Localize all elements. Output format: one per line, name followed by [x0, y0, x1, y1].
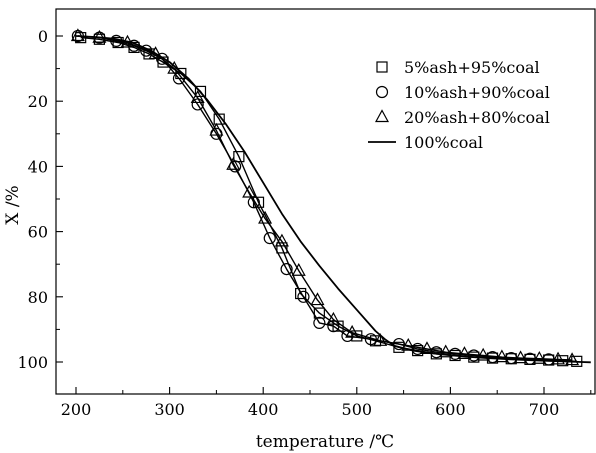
data-point-triangle [167, 60, 182, 74]
legend-swatch-circle [375, 85, 389, 99]
data-point-square [313, 307, 325, 319]
y-tick-label: 100 [17, 353, 48, 372]
data-point-triangle [457, 346, 472, 359]
plot-area [70, 28, 591, 367]
data-point-triangle [476, 347, 491, 361]
data-point-triangle [494, 349, 509, 363]
y-tick-label: 0 [38, 27, 48, 46]
data-point-triangle [148, 46, 163, 60]
data-point-triangle [326, 311, 341, 325]
legend-label: 20%ash+80%coal [404, 108, 550, 127]
data-point-triangle [291, 262, 306, 276]
data-point-triangle [513, 350, 528, 364]
data-point-circle [327, 320, 340, 333]
data-point-triangle [438, 344, 453, 358]
axis-ticks [56, 35, 592, 394]
y-axis-title: X /% [3, 185, 23, 224]
y-tick-label: 60 [28, 223, 48, 242]
y-tick-label: 80 [28, 288, 48, 307]
data-point-triangle [70, 28, 85, 42]
data-point-square [75, 32, 87, 44]
data-point-circle [297, 290, 310, 303]
y-tick-label: 20 [28, 92, 48, 111]
data-point-circle [263, 232, 276, 245]
x-tick-label: 300 [154, 400, 185, 419]
data-point-circle [313, 316, 326, 329]
x-tick-label: 600 [435, 400, 466, 419]
axis-tick-labels: 200 300 400 500 600 700 0 20 40 60 80 100 [17, 27, 559, 419]
data-point-square [276, 242, 288, 254]
legend-label: 100%coal [404, 133, 483, 152]
data-point-triangle [258, 210, 273, 224]
data-point-square [295, 287, 307, 300]
data-point-triangle [419, 341, 435, 355]
x-tick-label: 400 [248, 400, 279, 419]
x-tick-label: 700 [529, 400, 560, 419]
legend-swatch-square [376, 61, 388, 73]
data-point-circle [280, 262, 293, 276]
legend: 5%ash+95%coal 10%ash+90%coal 20%ash+80%coa… [368, 58, 550, 152]
plot-frame [55, 8, 596, 395]
data-point-triangle [310, 292, 325, 306]
data-point-triangle [551, 351, 566, 365]
data-point-circle [341, 329, 354, 343]
data-point-triangle [209, 122, 224, 136]
legend-label: 5%ash+95%coal [404, 58, 540, 77]
x-axis-title: temperature /℃ [256, 432, 394, 452]
legend-item: 5%ash+95%coal [376, 58, 540, 77]
data-point-triangle [226, 157, 241, 170]
data-point-triangle [565, 352, 580, 366]
data-point-triangle [274, 233, 289, 247]
y-tick-label: 40 [28, 157, 48, 176]
x-tick-label: 500 [342, 400, 373, 419]
legend-swatch-triangle [374, 109, 390, 123]
data-point-triangle [242, 184, 257, 198]
x-tick-label: 200 [61, 400, 92, 419]
series-1 [71, 29, 555, 366]
series-line-100-coal [75, 35, 591, 364]
series-2 [70, 28, 580, 366]
legend-item: 20%ash+80%coal [374, 108, 550, 127]
legend-label: 10%ash+90%coal [404, 83, 550, 102]
data-point-triangle [532, 350, 547, 364]
legend-item: 100%coal [368, 133, 483, 152]
series-3 [75, 35, 591, 364]
data-point-triangle [373, 333, 388, 346]
legend-item: 10%ash+90%coal [375, 83, 550, 102]
data-point-triangle [190, 90, 205, 104]
data-point-triangle [345, 324, 360, 338]
